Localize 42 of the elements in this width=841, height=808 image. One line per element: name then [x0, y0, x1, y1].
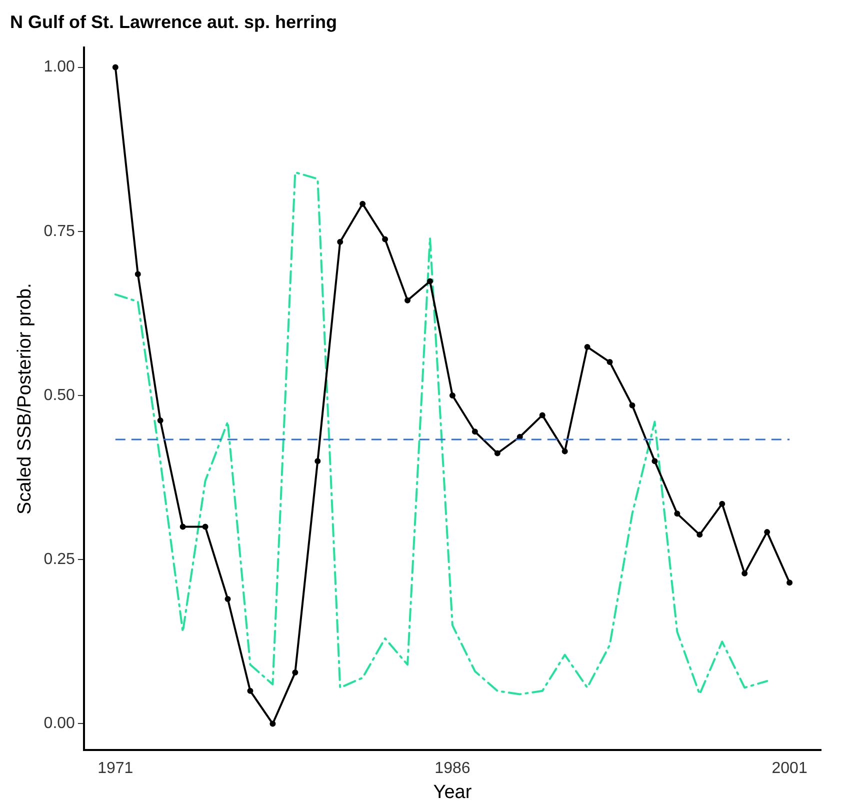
point	[360, 200, 366, 207]
point	[427, 278, 433, 284]
x-tick-label: 2001	[772, 760, 808, 778]
x-tick-label: 1986	[434, 760, 470, 778]
point	[494, 450, 500, 456]
point	[134, 271, 141, 278]
y-axis-title: Scaled SSB/Posterior prob.	[14, 283, 36, 514]
point	[337, 238, 344, 245]
point	[539, 412, 546, 418]
point	[764, 529, 770, 536]
point	[742, 570, 748, 576]
point	[404, 297, 411, 304]
point	[719, 500, 726, 507]
point	[292, 670, 298, 676]
point	[157, 417, 164, 424]
point	[786, 580, 793, 586]
point	[112, 64, 118, 70]
point	[180, 524, 186, 530]
point	[629, 402, 636, 408]
chart-title: N Gulf of St. Lawrence aut. sp. herring	[10, 12, 338, 32]
point	[674, 510, 680, 517]
point	[472, 428, 478, 435]
point	[562, 448, 568, 454]
y-tick-label: 1.00	[44, 58, 76, 76]
point	[247, 688, 254, 694]
point	[449, 392, 456, 399]
point	[606, 359, 613, 366]
line-series	[114, 171, 768, 696]
point	[314, 458, 321, 464]
y-tick-label: 0.75	[44, 222, 76, 240]
y-tick-label: 0.00	[44, 715, 76, 732]
point	[584, 344, 590, 350]
x-tick-label: 1971	[98, 760, 134, 778]
point	[224, 596, 231, 602]
point	[202, 524, 208, 530]
point	[652, 458, 658, 464]
y-tick-label: 0.50	[44, 386, 76, 404]
point	[382, 236, 388, 242]
point	[270, 720, 276, 727]
point	[696, 532, 703, 538]
x-axis-title: Year	[433, 782, 472, 803]
y-tick-label: 0.25	[44, 551, 76, 568]
